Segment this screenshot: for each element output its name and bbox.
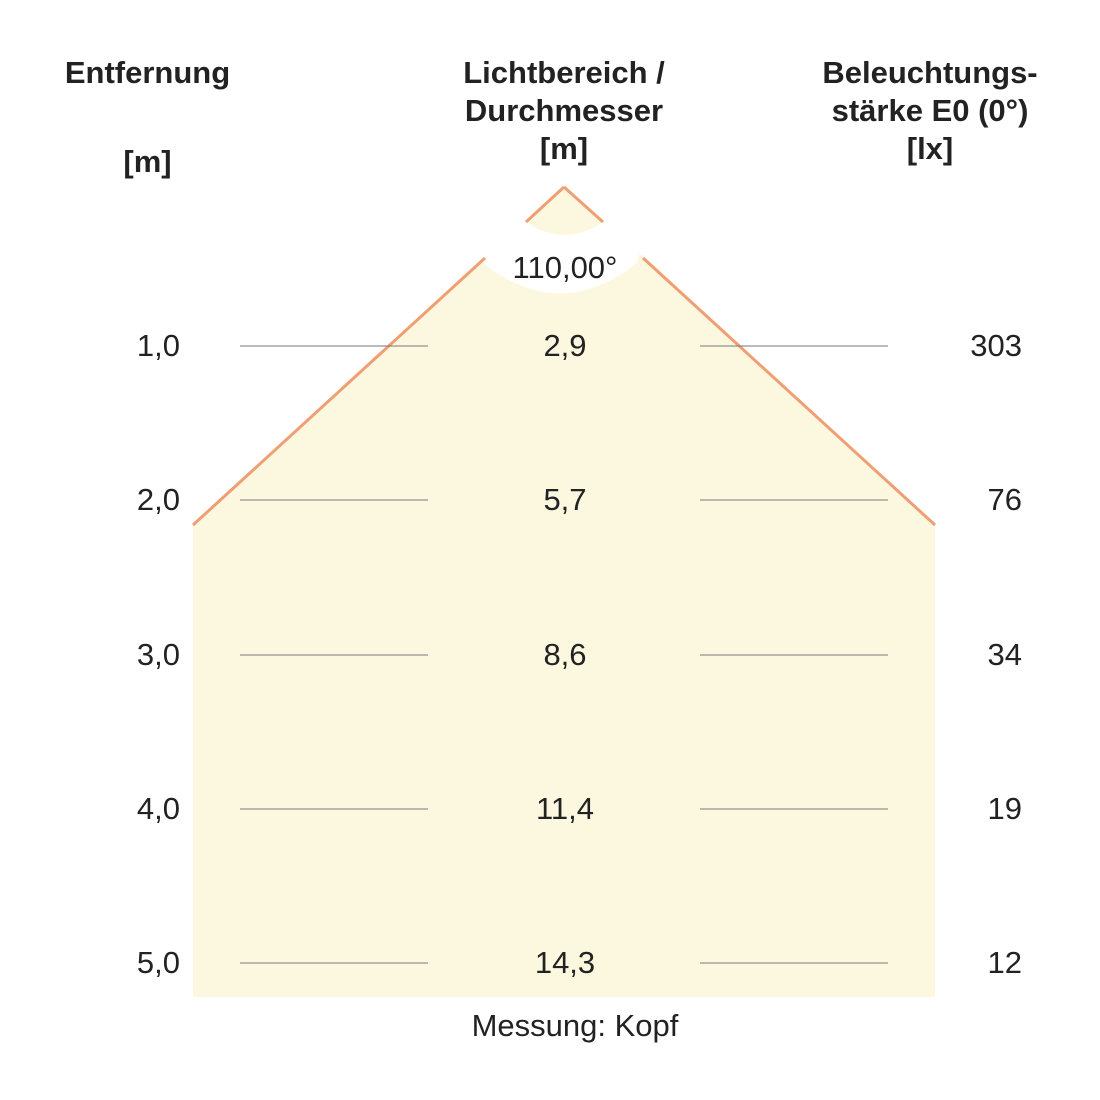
beam-angle-arc xyxy=(482,220,638,294)
row-3-diameter: 8,6 xyxy=(543,637,587,672)
row-4-diameter: 11,4 xyxy=(535,791,595,826)
header-diameter: Lichtbereich / Durchmesser [m] xyxy=(444,54,684,168)
beam-edge-right xyxy=(641,256,937,527)
beam-angle-label: 110,00° xyxy=(512,250,618,285)
measurement-note: Messung: Kopf xyxy=(471,1008,679,1043)
beam-apex-fill xyxy=(526,187,603,235)
header-distance-unit-label: [m] xyxy=(123,144,172,179)
header-illuminance-line-1: Beleuchtungs- xyxy=(822,55,1038,90)
row-3-distance: 3,0 xyxy=(136,637,180,672)
row-2-diameter: 5,7 xyxy=(543,482,587,517)
row-4-illuminance: 19 xyxy=(987,791,1022,826)
beam-edge-left xyxy=(191,256,487,527)
header-diameter-line-3: [m] xyxy=(539,131,589,166)
beam-area xyxy=(193,255,935,997)
header-distance: Entfernung xyxy=(60,54,235,92)
row-1-diameter: 2,9 xyxy=(543,328,587,363)
row-1-distance: 1,0 xyxy=(136,328,180,363)
header-diameter-line-2: Durchmesser xyxy=(464,93,664,128)
row-2-illuminance: 76 xyxy=(987,482,1022,517)
row-3-illuminance: 34 xyxy=(987,637,1022,672)
header-illuminance-line-2: stärke E0 (0°) xyxy=(831,93,1029,128)
row-rules xyxy=(240,345,888,964)
row-4-distance: 4,0 xyxy=(136,791,180,826)
beam-apex-edge-left xyxy=(524,185,566,224)
header-diameter-line-1: Lichtbereich / xyxy=(463,55,665,90)
row-2-distance: 2,0 xyxy=(136,482,180,517)
row-1-illuminance: 303 xyxy=(970,328,1022,363)
beam-apex-edge-right xyxy=(562,185,605,224)
row-5-illuminance: 12 xyxy=(987,945,1022,980)
header-distance-unit: [m] xyxy=(60,143,235,181)
row-5-distance: 5,0 xyxy=(136,945,180,980)
row-5-diameter: 14,3 xyxy=(534,945,596,980)
header-illuminance: Beleuchtungs- stärke E0 (0°) [lx] xyxy=(800,54,1060,168)
header-illuminance-line-3: [lx] xyxy=(906,131,954,166)
header-distance-label: Entfernung xyxy=(64,55,231,90)
